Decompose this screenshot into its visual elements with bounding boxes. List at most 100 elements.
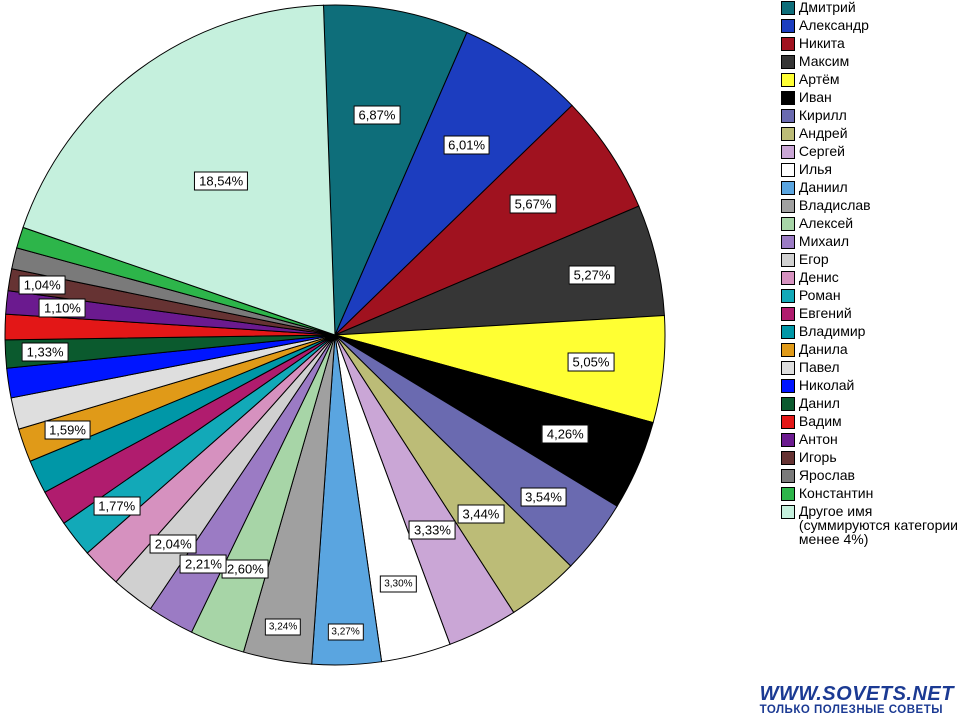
slice-value-label: 2,21% (180, 554, 227, 573)
legend-item: Владислав (781, 198, 958, 213)
legend-item: Другое имя (суммируются категории менее … (781, 504, 958, 546)
legend-item: Антон (781, 432, 958, 447)
legend-item: Ярослав (781, 468, 958, 483)
legend-item: Сергей (781, 144, 958, 159)
legend-swatch (781, 55, 795, 69)
legend-item: Вадим (781, 414, 958, 429)
legend-swatch (781, 451, 795, 465)
legend-swatch (781, 325, 795, 339)
legend-swatch (781, 145, 795, 159)
slice-value-label: 5,67% (510, 194, 557, 213)
legend-label: Илья (799, 162, 832, 176)
legend-swatch (781, 217, 795, 231)
legend-label: Сергей (799, 144, 845, 158)
legend-label: Евгений (799, 306, 852, 320)
legend-label: Александр (799, 18, 869, 32)
legend-swatch (781, 505, 795, 519)
legend-label: Игорь (799, 450, 837, 464)
legend-item: Роман (781, 288, 958, 303)
legend-label: Дмитрий (799, 0, 856, 14)
legend-item: Андрей (781, 126, 958, 141)
slice-value-label: 3,27% (327, 623, 363, 640)
legend-swatch (781, 127, 795, 141)
legend-item: Егор (781, 252, 958, 267)
legend-item: Александр (781, 18, 958, 33)
legend-swatch (781, 199, 795, 213)
legend-swatch (781, 271, 795, 285)
slice-value-label: 4,26% (542, 425, 589, 444)
legend-swatch (781, 433, 795, 447)
legend-label: Андрей (799, 126, 848, 140)
legend-item: Денис (781, 270, 958, 285)
legend-item: Максим (781, 54, 958, 69)
legend-label: Роман (799, 288, 841, 302)
legend-swatch (781, 397, 795, 411)
legend-item: Артём (781, 72, 958, 87)
slice-value-label: 6,01% (443, 136, 490, 155)
legend-swatch (781, 19, 795, 33)
legend-label: Максим (799, 54, 849, 68)
slice-value-label: 3,30% (380, 576, 416, 593)
legend-swatch (781, 1, 795, 15)
legend-item: Владимир (781, 324, 958, 339)
legend-swatch (781, 487, 795, 501)
legend-label: Денис (799, 270, 839, 284)
legend-swatch (781, 379, 795, 393)
legend-item: Кирилл (781, 108, 958, 123)
legend-label: Даниил (799, 180, 848, 194)
legend-label: Вадим (799, 414, 842, 428)
legend-label: Другое имя (суммируются категории менее … (799, 504, 958, 546)
legend-label: Данил (799, 396, 840, 410)
legend-label: Иван (799, 90, 832, 104)
legend-label: Владимир (799, 324, 866, 338)
slice-value-label: 5,05% (568, 352, 615, 371)
slice-value-label: 1,59% (44, 420, 91, 439)
slice-value-label: 1,33% (22, 342, 69, 361)
legend-label: Алексей (799, 216, 853, 230)
legend-item: Дмитрий (781, 0, 958, 15)
legend-label: Егор (799, 252, 829, 266)
slice-value-label: 5,27% (569, 265, 616, 284)
legend-label: Михаил (799, 234, 849, 248)
legend-swatch (781, 37, 795, 51)
slice-value-label: 3,33% (409, 520, 456, 539)
watermark-title: WWW.SOVETS.NET (760, 683, 954, 706)
legend-item: Илья (781, 162, 958, 177)
legend-item: Данил (781, 396, 958, 411)
legend-item: Игорь (781, 450, 958, 465)
watermark-subtitle: ТОЛЬКО ПОЛЕЗНЫЕ СОВЕТЫ (760, 704, 954, 716)
legend-item: Николай (781, 378, 958, 393)
legend-label: Кирилл (799, 108, 847, 122)
legend-label: Артём (799, 72, 840, 86)
legend-item: Михаил (781, 234, 958, 249)
legend-item: Никита (781, 36, 958, 51)
legend-item: Даниил (781, 180, 958, 195)
legend-swatch (781, 343, 795, 357)
legend-swatch (781, 289, 795, 303)
legend-swatch (781, 91, 795, 105)
legend-item: Данила (781, 342, 958, 357)
legend-label: Никита (799, 36, 845, 50)
slice-value-label: 3,44% (458, 505, 505, 524)
legend-label: Константин (799, 486, 873, 500)
legend-swatch (781, 415, 795, 429)
legend-item: Константин (781, 486, 958, 501)
legend-item: Евгений (781, 306, 958, 321)
legend-swatch (781, 361, 795, 375)
legend-label: Ярослав (799, 468, 855, 482)
slice-value-label: 2,60% (222, 560, 269, 579)
slice-value-label: 2,04% (150, 534, 197, 553)
slice-value-label: 18,54% (194, 172, 248, 191)
legend-swatch (781, 235, 795, 249)
slice-value-label: 6,87% (354, 105, 401, 124)
legend-label: Владислав (799, 198, 871, 212)
legend-item: Иван (781, 90, 958, 105)
slice-value-label: 1,04% (19, 276, 66, 295)
legend-swatch (781, 469, 795, 483)
legend-swatch (781, 163, 795, 177)
legend: Дмитрий Александр Никита Максим Артём Иван Кир… (781, 0, 958, 549)
legend-item: Алексей (781, 216, 958, 231)
legend-label: Антон (799, 432, 838, 446)
slice-value-label: 1,77% (93, 496, 140, 515)
legend-swatch (781, 181, 795, 195)
